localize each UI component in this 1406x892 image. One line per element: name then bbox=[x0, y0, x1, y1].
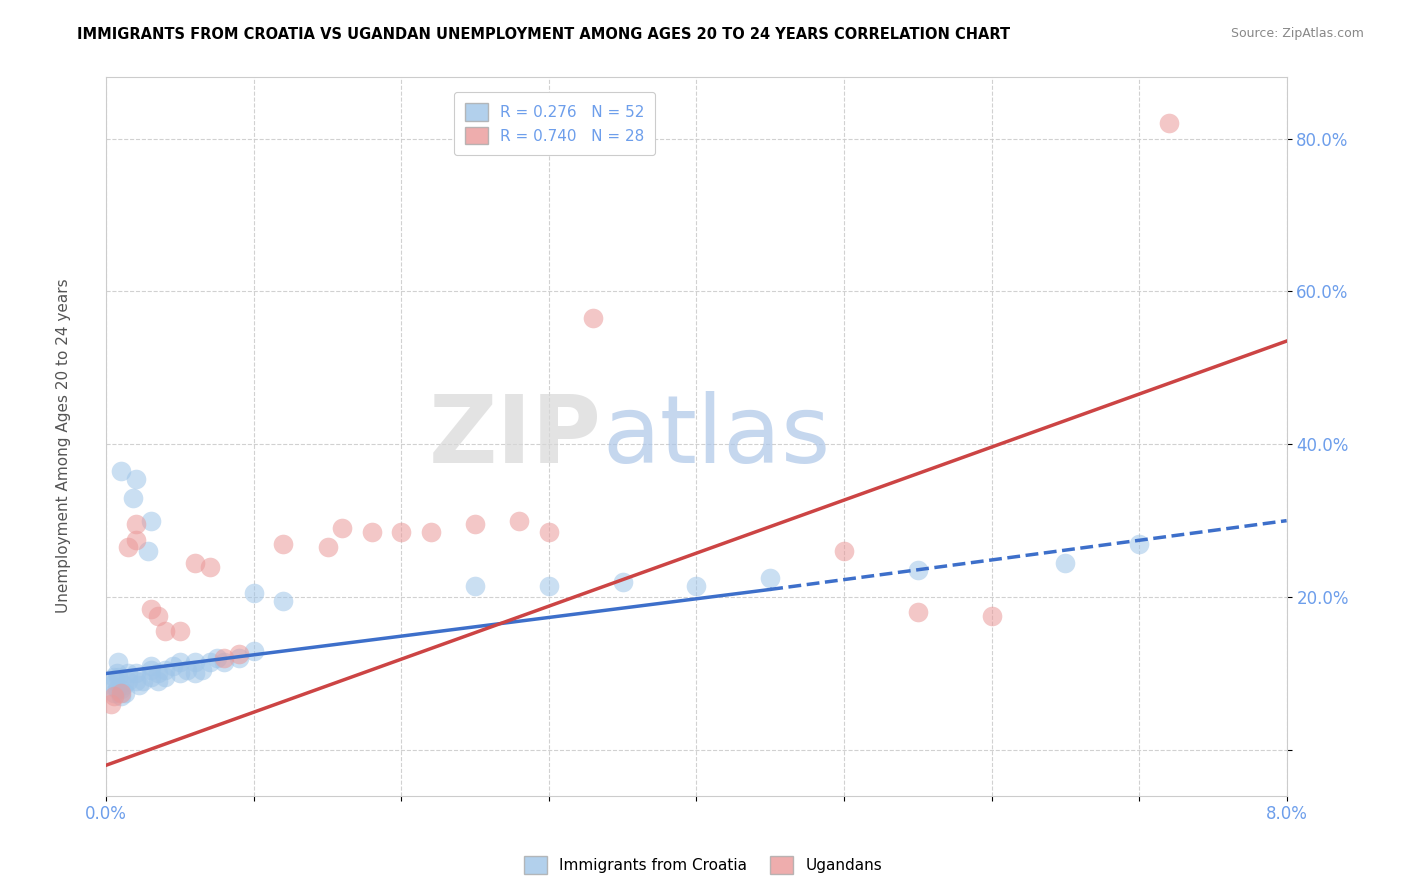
Point bbox=[162, 658, 184, 673]
Point bbox=[1128, 536, 1150, 550]
Point bbox=[103, 690, 125, 704]
Point bbox=[139, 658, 162, 673]
Point bbox=[117, 666, 139, 681]
Point bbox=[1054, 556, 1077, 570]
Point bbox=[107, 655, 129, 669]
Point bbox=[316, 541, 339, 555]
Text: ZIP: ZIP bbox=[429, 391, 602, 483]
Point bbox=[139, 601, 162, 615]
Text: Unemployment Among Ages 20 to 24 years: Unemployment Among Ages 20 to 24 years bbox=[56, 278, 70, 614]
Point bbox=[176, 663, 198, 677]
Point bbox=[537, 579, 560, 593]
Point bbox=[271, 536, 294, 550]
Point bbox=[105, 666, 128, 681]
Point bbox=[389, 525, 412, 540]
Text: atlas: atlas bbox=[602, 391, 830, 483]
Point bbox=[537, 525, 560, 540]
Point bbox=[464, 579, 486, 593]
Point bbox=[184, 556, 207, 570]
Point bbox=[169, 655, 191, 669]
Point bbox=[125, 674, 148, 689]
Point bbox=[125, 533, 148, 547]
Point bbox=[242, 586, 264, 600]
Point bbox=[103, 685, 125, 699]
Point bbox=[121, 491, 143, 505]
Point bbox=[205, 651, 228, 665]
Point bbox=[128, 678, 150, 692]
Point bbox=[146, 609, 169, 624]
Point bbox=[191, 663, 214, 677]
Point bbox=[100, 678, 122, 692]
Point bbox=[184, 655, 207, 669]
Point bbox=[980, 609, 1002, 624]
Point bbox=[100, 697, 122, 711]
Point bbox=[907, 563, 929, 577]
Point bbox=[419, 525, 441, 540]
Point bbox=[155, 624, 177, 639]
Point bbox=[464, 517, 486, 532]
Text: IMMIGRANTS FROM CROATIA VS UGANDAN UNEMPLOYMENT AMONG AGES 20 TO 24 YEARS CORREL: IMMIGRANTS FROM CROATIA VS UGANDAN UNEMP… bbox=[77, 27, 1011, 42]
Point bbox=[271, 594, 294, 608]
Point bbox=[125, 517, 148, 532]
Point bbox=[155, 670, 177, 684]
Point bbox=[110, 690, 132, 704]
Point bbox=[110, 464, 132, 478]
Point bbox=[136, 544, 159, 558]
Point bbox=[582, 311, 605, 326]
Point bbox=[107, 670, 129, 684]
Point bbox=[125, 666, 148, 681]
Legend: Immigrants from Croatia, Ugandans: Immigrants from Croatia, Ugandans bbox=[517, 850, 889, 880]
Point bbox=[1157, 116, 1180, 130]
Point bbox=[214, 655, 236, 669]
Point bbox=[110, 681, 132, 696]
Point bbox=[759, 571, 782, 585]
Point bbox=[139, 514, 162, 528]
Point bbox=[169, 666, 191, 681]
Point bbox=[169, 624, 191, 639]
Point bbox=[214, 651, 236, 665]
Point bbox=[612, 574, 634, 589]
Point bbox=[139, 670, 162, 684]
Point bbox=[228, 648, 250, 662]
Point bbox=[103, 670, 125, 684]
Point bbox=[117, 541, 139, 555]
Point bbox=[832, 544, 855, 558]
Point bbox=[104, 674, 127, 689]
Point bbox=[198, 559, 221, 574]
Point bbox=[112, 678, 135, 692]
Point bbox=[110, 685, 132, 699]
Point bbox=[198, 655, 221, 669]
Point bbox=[117, 674, 139, 689]
Point bbox=[155, 663, 177, 677]
Point bbox=[146, 666, 169, 681]
Point bbox=[228, 651, 250, 665]
Point bbox=[907, 605, 929, 619]
Point bbox=[330, 521, 353, 535]
Point bbox=[125, 472, 148, 486]
Point bbox=[132, 674, 155, 689]
Point bbox=[146, 674, 169, 689]
Legend: R = 0.276   N = 52, R = 0.740   N = 28: R = 0.276 N = 52, R = 0.740 N = 28 bbox=[454, 92, 655, 155]
Point bbox=[184, 666, 207, 681]
Point bbox=[508, 514, 530, 528]
Point bbox=[114, 685, 136, 699]
Point bbox=[360, 525, 382, 540]
Point bbox=[105, 681, 128, 696]
Point bbox=[139, 663, 162, 677]
Point bbox=[685, 579, 707, 593]
Text: Source: ZipAtlas.com: Source: ZipAtlas.com bbox=[1230, 27, 1364, 40]
Point bbox=[242, 643, 264, 657]
